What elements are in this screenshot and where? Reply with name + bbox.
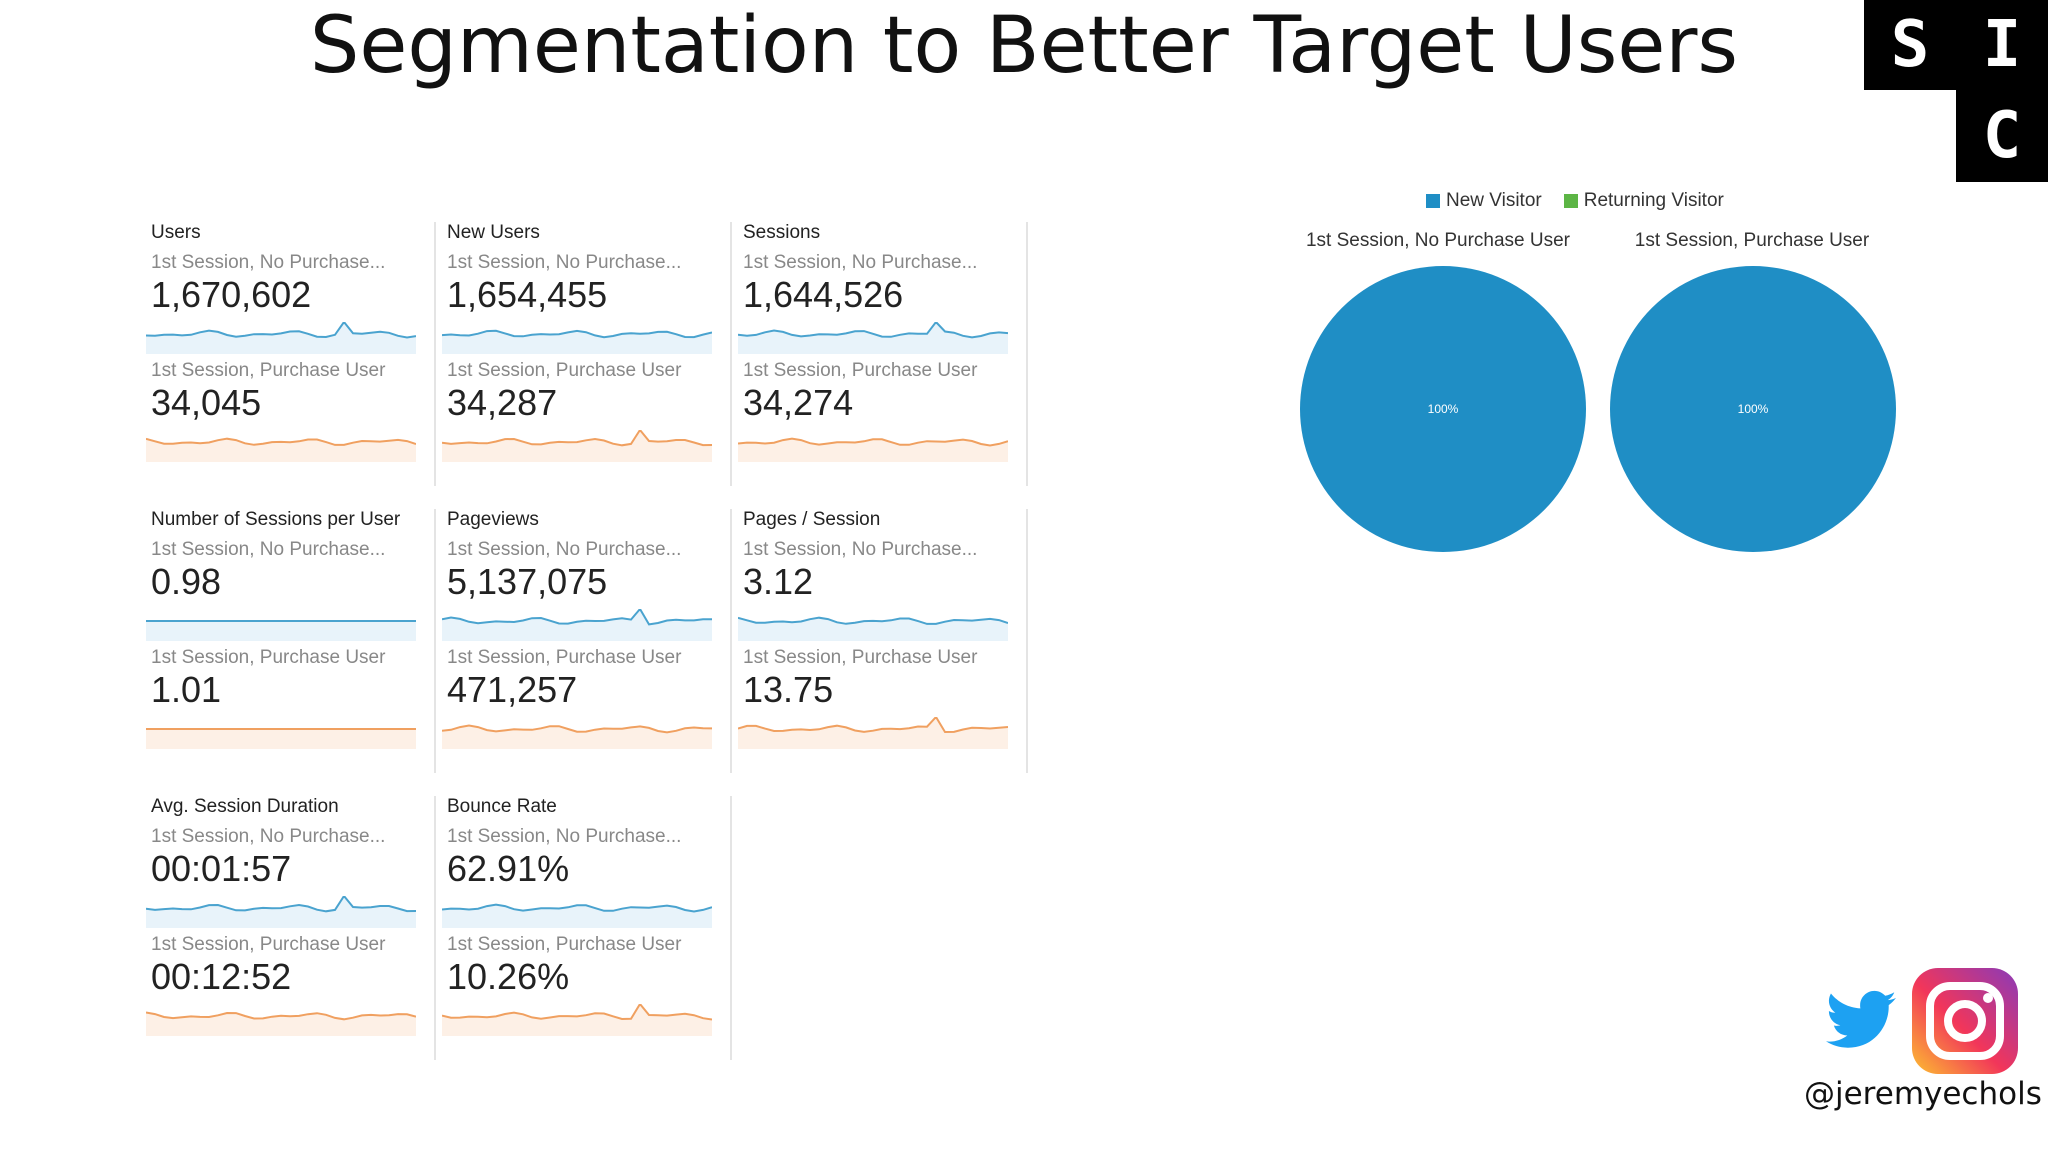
metric-title: Pageviews <box>447 509 539 530</box>
metric-value-b: 471,257 <box>447 669 578 710</box>
card-divider <box>1026 509 1028 773</box>
legend-label: New Visitor <box>1446 190 1542 211</box>
card-divider <box>1026 222 1028 486</box>
segment-label-b: 1st Session, Purchase User <box>743 647 978 668</box>
metric-value-a: 00:01:57 <box>151 848 292 889</box>
metric-value-a: 1,654,455 <box>447 274 608 315</box>
segment-label-a: 1st Session, No Purchase... <box>151 539 386 560</box>
metric-card[interactable]: Avg. Session Duration 1st Session, No Pur… <box>146 796 436 1060</box>
metric-value-b: 13.75 <box>743 669 834 710</box>
metric-value-b: 00:12:52 <box>151 956 292 997</box>
pie-label-no-purchase: 1st Session, No Purchase User <box>1305 230 1570 251</box>
logo-letter-c: C <box>1956 90 2048 182</box>
sparkline <box>442 1004 712 1036</box>
segment-label-a: 1st Session, No Purchase... <box>743 539 978 560</box>
segment-label-a: 1st Session, No Purchase... <box>447 539 682 560</box>
metric-title: Number of Sessions per User <box>151 509 401 530</box>
sparkline <box>738 437 1008 462</box>
legend-item-returning-visitor: Returning Visitor <box>1563 190 1724 212</box>
sparkline <box>738 717 1008 749</box>
pie-value-label: 100% <box>1737 402 1769 416</box>
metric-value-a: 1,670,602 <box>151 274 312 315</box>
segment-label-a: 1st Session, No Purchase... <box>743 252 978 273</box>
segment-label-b: 1st Session, Purchase User <box>743 360 978 381</box>
legend-swatch <box>1563 193 1578 208</box>
metric-card[interactable]: Pageviews 1st Session, No Purchase... 5,13… <box>442 509 732 773</box>
sparkline <box>442 903 712 928</box>
segment-label-a: 1st Session, No Purchase... <box>151 252 386 273</box>
sparkline <box>442 609 712 641</box>
instagram-icon[interactable] <box>1912 968 2018 1074</box>
metric-title: New Users <box>447 222 540 243</box>
legend-item-new-visitor: New Visitor <box>1426 190 1542 212</box>
metric-value-b: 1.01 <box>151 669 222 710</box>
metric-title: Users <box>151 222 201 243</box>
sparkline <box>146 896 416 928</box>
sparkline <box>146 620 416 641</box>
metric-card[interactable]: Pages / Session 1st Session, No Purchase.… <box>738 509 1028 773</box>
metric-value-b: 10.26% <box>447 956 570 997</box>
card-divider <box>730 509 732 773</box>
sparkline <box>146 1011 416 1036</box>
sparkline <box>146 437 416 462</box>
segment-label-b: 1st Session, Purchase User <box>447 360 682 381</box>
metric-value-a: 0.98 <box>151 561 222 602</box>
metric-value-b: 34,287 <box>447 382 558 423</box>
segment-label-a: 1st Session, No Purchase... <box>151 826 386 847</box>
metric-card[interactable]: Users 1st Session, No Purchase... 1,670,60… <box>146 222 436 486</box>
pie-no-purchase: 100% <box>1300 266 1586 552</box>
metric-value-a: 62.91% <box>447 848 570 889</box>
card-divider <box>434 509 436 773</box>
pie-legend: New Visitor Returning Visitor <box>1426 190 1724 212</box>
segment-label-b: 1st Session, Purchase User <box>447 934 682 955</box>
metric-card[interactable]: Sessions 1st Session, No Purchase... 1,644… <box>738 222 1028 486</box>
metric-card[interactable]: New Users 1st Session, No Purchase... 1,65… <box>442 222 732 486</box>
metric-card[interactable]: Bounce Rate 1st Session, No Purchase... 62… <box>442 796 732 1060</box>
legend-swatch <box>1426 193 1440 208</box>
card-divider <box>730 222 732 486</box>
segment-label-b: 1st Session, Purchase User <box>151 934 386 955</box>
social-handle: @jeremyechols <box>1804 1076 2042 1112</box>
sparkline <box>738 616 1008 641</box>
segment-label-a: 1st Session, No Purchase... <box>447 252 682 273</box>
metric-title: Avg. Session Duration <box>151 796 339 817</box>
pie-value-label: 100% <box>1427 402 1459 416</box>
sparkline <box>146 322 416 354</box>
segment-label-b: 1st Session, Purchase User <box>151 360 386 381</box>
pie-purchase: 100% <box>1610 266 1896 552</box>
metric-title: Bounce Rate <box>447 796 557 817</box>
metric-value-b: 34,045 <box>151 382 262 423</box>
segment-label-b: 1st Session, Purchase User <box>151 647 386 668</box>
card-divider <box>434 796 436 1060</box>
metric-value-a: 3.12 <box>743 561 814 602</box>
metric-title: Sessions <box>743 222 821 243</box>
sparkline <box>442 329 712 354</box>
legend-label: Returning Visitor <box>1583 190 1724 211</box>
sparkline <box>442 724 712 749</box>
pie-label-purchase: 1st Session, Purchase User <box>1634 230 1870 251</box>
twitter-icon[interactable] <box>1826 990 1896 1050</box>
segment-label-b: 1st Session, Purchase User <box>447 647 682 668</box>
slide-title: Segmentation to Better Target Users <box>309 1 1739 91</box>
metric-title: Pages / Session <box>743 509 881 530</box>
metric-value-a: 1,644,526 <box>743 274 904 315</box>
sparkline <box>146 728 416 749</box>
metric-value-b: 34,274 <box>743 382 854 423</box>
metric-value-a: 5,137,075 <box>447 561 608 602</box>
sparkline <box>738 322 1008 354</box>
card-divider <box>434 222 436 486</box>
logo-letter-i: I <box>1956 0 2048 90</box>
card-divider <box>730 796 732 1060</box>
sparkline <box>442 430 712 462</box>
segment-label-a: 1st Session, No Purchase... <box>447 826 682 847</box>
metric-card[interactable]: Number of Sessions per User 1st Session, … <box>146 509 436 773</box>
logo-letter-s: S <box>1864 0 1956 90</box>
